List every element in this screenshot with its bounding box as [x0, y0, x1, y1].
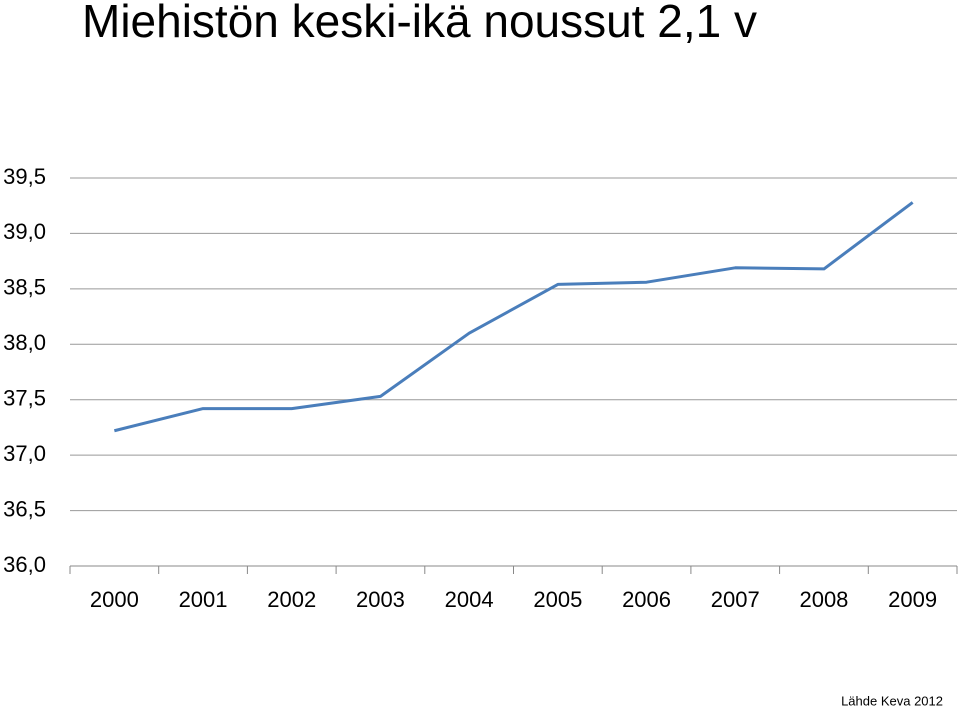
x-tick-label: 2000 — [90, 587, 139, 612]
y-tick-label: 39,5 — [3, 164, 46, 189]
x-tick-label: 2005 — [533, 587, 582, 612]
y-tick-label: 36,5 — [3, 496, 46, 521]
y-tick-label: 37,5 — [3, 386, 46, 411]
y-tick-label: 39,0 — [3, 219, 46, 244]
x-tick-label: 2003 — [356, 587, 405, 612]
x-tick-label: 2004 — [445, 587, 494, 612]
y-tick-label: 38,5 — [3, 275, 46, 300]
y-tick-label: 37,0 — [3, 441, 46, 466]
x-tick-label: 2008 — [799, 587, 848, 612]
x-tick-label: 2002 — [267, 587, 316, 612]
x-tick-label: 2006 — [622, 587, 671, 612]
x-tick-label: 2001 — [179, 587, 228, 612]
y-tick-label: 38,0 — [3, 330, 46, 355]
source-note: Lähde Keva 2012 — [841, 693, 943, 708]
data-line — [113, 201, 914, 433]
x-tick-label: 2007 — [711, 587, 760, 612]
chart-title: Miehistön keski-ikä noussut 2,1 v — [82, 0, 757, 47]
x-tick-label: 2009 — [888, 587, 937, 612]
y-tick-label: 36,0 — [3, 552, 46, 577]
